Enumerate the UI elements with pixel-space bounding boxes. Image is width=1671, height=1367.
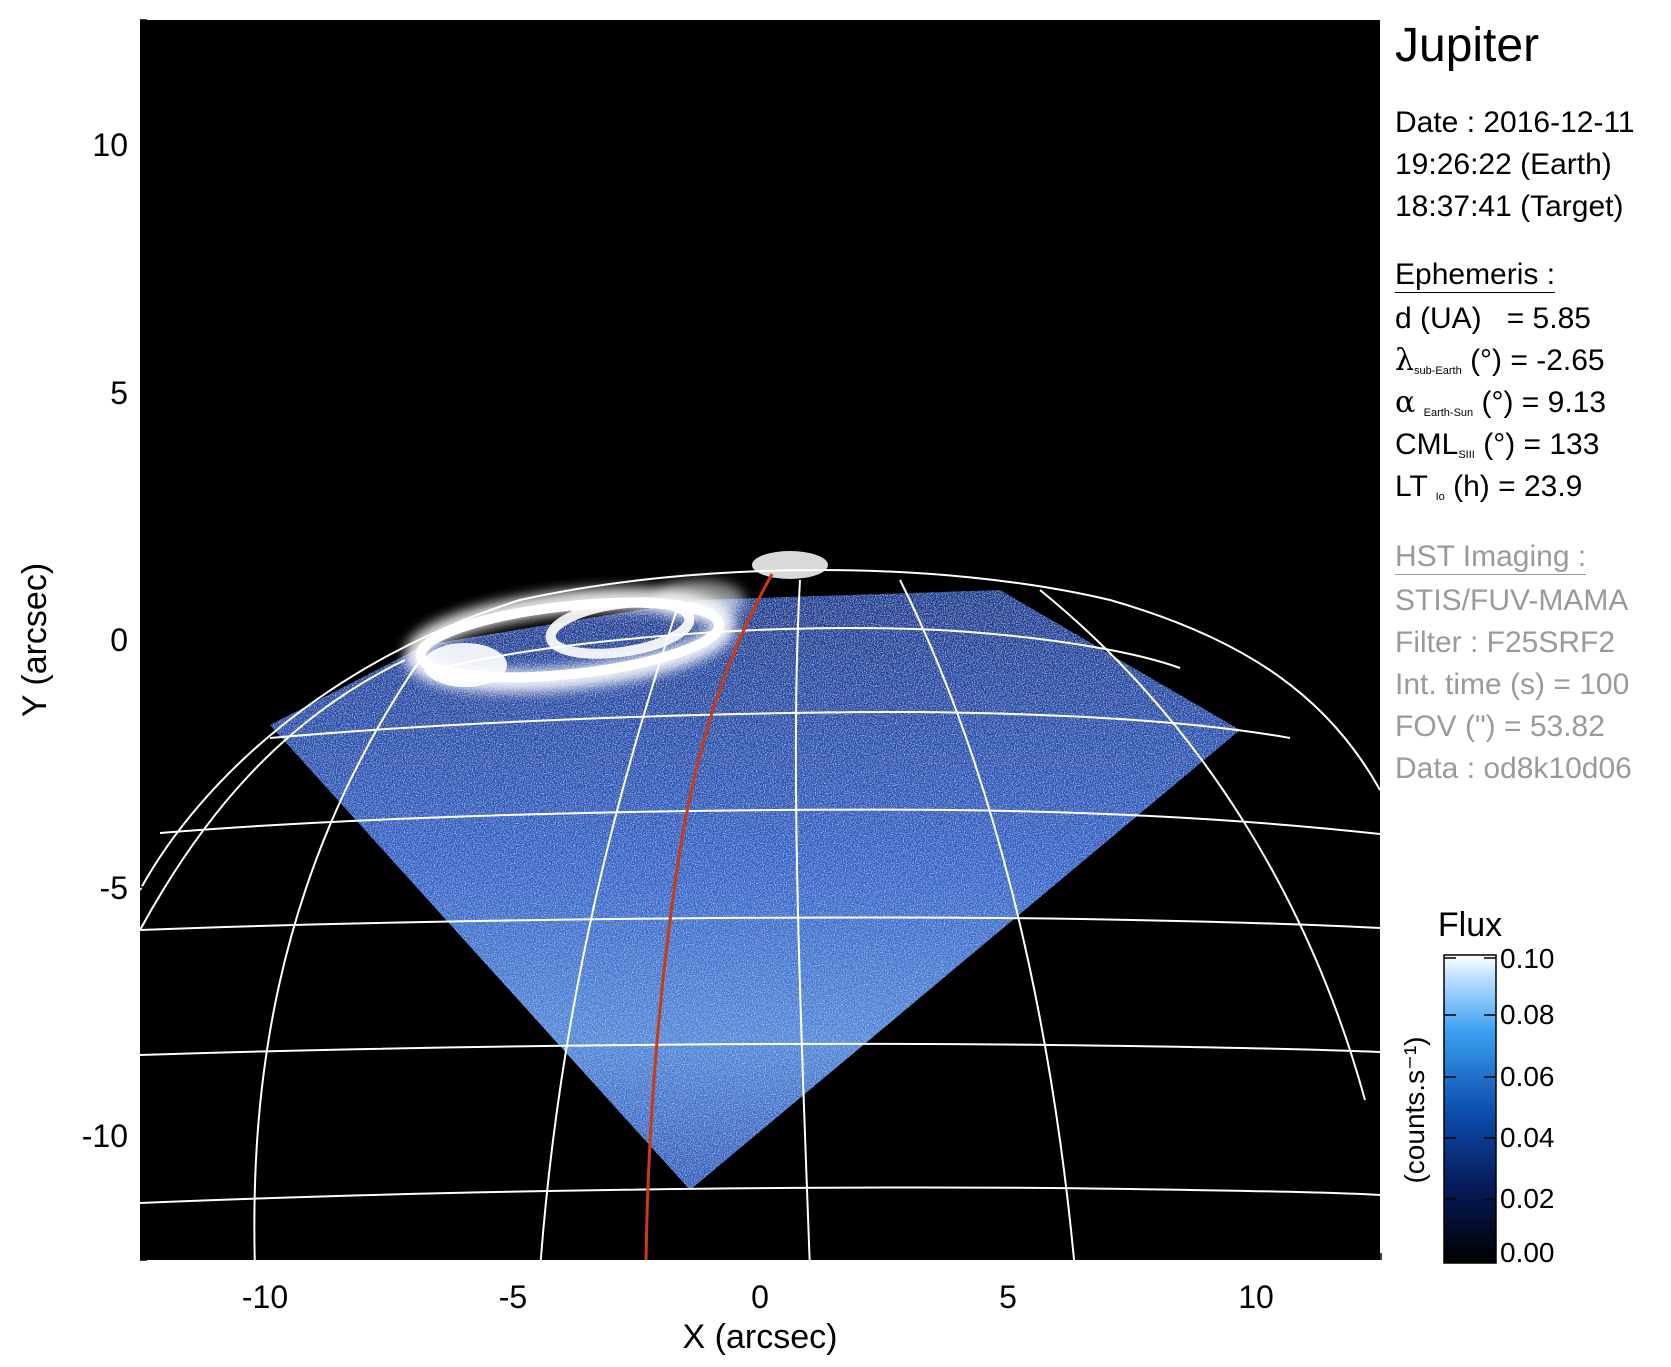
y-tick-label: -10 [82,1118,128,1154]
colorbar-tick-label: 0.04 [1500,1122,1555,1153]
y-tick-label: 10 [92,127,128,163]
colorbar-tick-label: 0.02 [1500,1183,1555,1214]
colorbar-unit-label: (counts.s⁻¹) [1399,1036,1430,1183]
io-footpath [644,573,774,1260]
x-tick-label: 0 [751,1279,769,1315]
longitude-line [539,599,681,1260]
hst-data-id: Data : od8k10d06 [1395,752,1632,785]
detector-coverage-wedge [270,590,1240,1190]
ephemeris-sub-earth-latitude: λsub-Earth (°) = -2.65 [1395,343,1605,378]
hst-instrument: STIS/FUV-MAMA [1395,584,1629,617]
earth-time: 19:26:22 (Earth) [1395,148,1612,181]
colorbar-title: Flux [1438,906,1502,944]
ephemeris-phase-angle: α Earth-Sun (°) = 9.13 [1395,385,1607,420]
latitude-line [140,1042,1380,1056]
hst-integration-time: Int. time (s) = 100 [1395,668,1630,701]
x-tick-label: -5 [499,1279,527,1315]
colorbar-gradient [1443,954,1497,1264]
colorbar-tick-label: 0.00 [1500,1237,1555,1268]
ephemeris-cml: CMLSIII (°) = 133 [1395,428,1600,461]
hst-filter: Filter : F25SRF2 [1395,626,1616,659]
ephemeris-heading: Ephemeris : [1395,258,1556,293]
x-tick-label: 5 [999,1279,1017,1315]
hst-fov: FOV (") = 53.82 [1395,710,1605,743]
colorbar-tick-label: 0.06 [1500,1061,1555,1092]
y-tick-label: -5 [100,870,128,906]
longitude-line [794,579,811,1260]
target-time: 18:37:41 (Target) [1395,190,1624,223]
y-axis-label: Y (arcsec) [16,563,54,717]
ephemeris-distance: d (UA) = 5.85 [1395,302,1591,335]
ephemeris-io-local-time: LT Io (h) = 23.9 [1395,470,1583,503]
latitude-line [159,808,1380,835]
x-tick-label: -10 [242,1279,288,1315]
planet-limb [140,569,1380,891]
longitude-line [140,659,406,931]
y-tick-label: 5 [110,375,128,411]
longitude-line [1039,589,1366,1101]
lat-lon-grid [140,569,1380,1260]
colorbar-tick-label: 0.10 [1500,943,1555,974]
x-tick-label: 10 [1238,1279,1274,1315]
longitude-line [253,659,421,1260]
y-tick-label: 0 [110,622,128,658]
latitude-line [140,916,1380,931]
longitude-line [899,579,1076,1260]
axis-ticks [140,19,1382,1261]
colorbar: 0.10 0.08 0.06 0.04 0.02 0.00 Flux (coun… [1399,906,1555,1268]
target-name: Jupiter [1395,19,1540,72]
x-axis-label: X (arcsec) [683,1318,838,1356]
latitude-line [140,1186,1380,1204]
colorbar-tick-label: 0.08 [1500,999,1555,1030]
latitude-line [269,710,1291,739]
observation-date: Date : 2016-12-11 [1395,106,1635,139]
hst-heading: HST Imaging : [1395,540,1587,575]
